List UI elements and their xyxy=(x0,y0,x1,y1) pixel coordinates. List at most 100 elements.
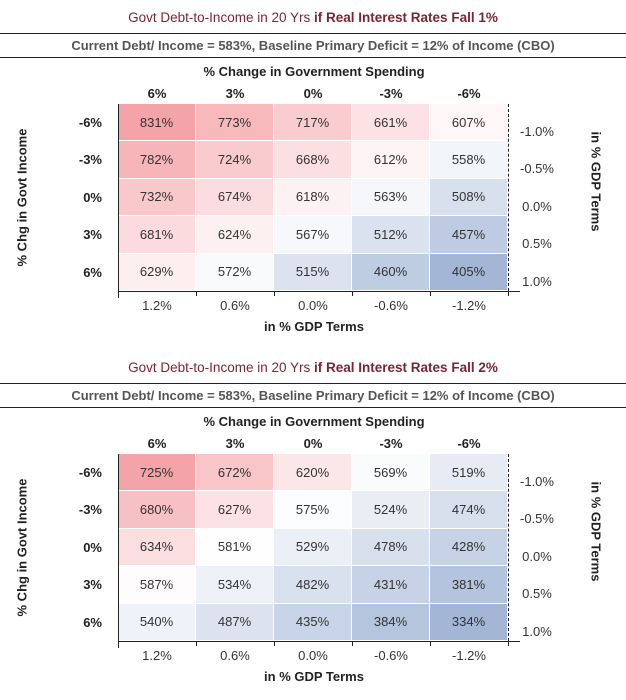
grid-bottom-border xyxy=(118,641,520,642)
bottom-tick-mark xyxy=(274,291,275,296)
cell-value: 482% xyxy=(295,576,330,592)
heatmap-cell: 620% xyxy=(274,454,352,492)
row-label: 6% xyxy=(83,614,102,630)
heatmap-cell: 612% xyxy=(352,141,430,179)
cell-value: 381% xyxy=(451,576,486,592)
top-axis-label: % Change in Government Spending xyxy=(203,64,425,79)
row-label: 3% xyxy=(83,577,102,593)
cell-value: 725% xyxy=(139,464,174,480)
cell-value: 534% xyxy=(217,576,252,592)
right-tick-label: 1.0% xyxy=(522,273,552,289)
right-tick-label: -1.0% xyxy=(520,124,554,139)
heatmap-cell: 668% xyxy=(274,141,352,179)
heatmap-cell: 457% xyxy=(430,216,508,254)
bottom-axis-label: in % GDP Terms xyxy=(264,319,364,334)
heatmap-cell: 724% xyxy=(196,141,274,179)
bottom-tick-label: -0.6% xyxy=(374,298,408,313)
row-label: -6% xyxy=(78,465,102,480)
cell-value: 629% xyxy=(139,264,174,280)
cell-value: 567% xyxy=(295,226,330,242)
heatmap-cell: 405% xyxy=(430,253,508,291)
bottom-tick-label: 1.2% xyxy=(142,298,172,313)
grid-left-border xyxy=(118,454,119,648)
cell-value: 680% xyxy=(139,502,174,518)
column-label: 6% xyxy=(147,86,167,101)
left-axis-label: % Chg in Govt Income xyxy=(14,128,30,266)
column-label: 3% xyxy=(225,86,245,101)
bottom-tick-mark xyxy=(118,641,119,646)
cell-value: 674% xyxy=(217,189,252,205)
heatmap-cell: 334% xyxy=(430,603,508,641)
cell-value: 782% xyxy=(139,152,174,168)
heatmap-cell: 672% xyxy=(196,454,274,492)
column-label: 6% xyxy=(147,436,167,451)
bottom-tick-mark xyxy=(118,291,119,296)
left-axis-label: % Chg in Govt Income xyxy=(14,478,30,616)
heatmap-cell: 519% xyxy=(430,454,508,492)
heatmap-cell: 435% xyxy=(274,603,352,641)
row-label: -6% xyxy=(78,115,102,130)
title-rule xyxy=(0,383,626,384)
cell-value: 672% xyxy=(217,464,252,480)
bottom-tick-label: 0.6% xyxy=(220,648,250,663)
grid-right-border xyxy=(508,104,509,291)
heatmap-cell: 680% xyxy=(118,491,196,529)
heatmap-cell: 627% xyxy=(196,491,274,529)
column-label: -3% xyxy=(379,86,403,101)
heatmap-cell: 474% xyxy=(430,491,508,529)
cell-value: 620% xyxy=(295,464,330,480)
heatmap-cell: 478% xyxy=(352,528,430,567)
heatmap-cell: 460% xyxy=(352,253,430,291)
heatmap-cell: 634% xyxy=(118,528,196,567)
cell-value: 524% xyxy=(373,502,408,518)
right-tick-label: 0.5% xyxy=(522,586,552,602)
cell-value: 384% xyxy=(373,614,408,630)
cell-value: 634% xyxy=(139,539,174,555)
cell-value: 540% xyxy=(139,614,174,630)
chart-title-main: Govt Debt-to-Income in 20 Yrs xyxy=(128,10,311,25)
cell-value: 572% xyxy=(217,264,252,280)
heatmap-cell: 512% xyxy=(352,216,430,254)
bottom-tick-mark xyxy=(508,291,509,296)
chart-subtitle: Current Debt/ Income = 583%, Baseline Pr… xyxy=(71,38,555,53)
column-label: 0% xyxy=(303,436,323,451)
right-tick-label: -0.5% xyxy=(520,511,554,527)
cell-value: 512% xyxy=(373,226,408,242)
grid-bottom-border xyxy=(118,291,520,292)
heatmap-cell: 384% xyxy=(352,603,430,641)
heatmap-cell: 629% xyxy=(118,253,196,291)
chart-title: Govt Debt-to-Income in 20 Yrs if Real In… xyxy=(0,360,626,375)
heatmap-cell: 428% xyxy=(430,528,508,567)
heatmap-cell: 831% xyxy=(118,104,196,142)
row-label: -3% xyxy=(78,502,102,518)
cell-value: 732% xyxy=(139,189,174,205)
chart-title-scenario: if Real Interest Rates Fall 2% xyxy=(314,360,498,375)
right-tick-label: -0.5% xyxy=(520,161,554,177)
column-label: 3% xyxy=(225,436,245,451)
cell-value: 519% xyxy=(451,464,486,480)
cell-value: 508% xyxy=(451,189,486,205)
right-tick-label: 1.0% xyxy=(522,623,552,639)
right-tick-label: 0.0% xyxy=(522,548,552,564)
heatmap-cell: 540% xyxy=(118,603,196,641)
bottom-tick-label: 1.2% xyxy=(142,648,172,663)
cell-value: 607% xyxy=(451,114,486,130)
column-label: -3% xyxy=(379,436,403,451)
heatmap-cell: 581% xyxy=(196,528,274,567)
heatmap-cell: 725% xyxy=(118,454,196,492)
heatmap-panel-1: Govt Debt-to-Income in 20 Yrs if Real In… xyxy=(0,10,626,334)
heatmap-cell: 563% xyxy=(352,178,430,217)
cell-value: 661% xyxy=(373,114,408,130)
bottom-tick-mark xyxy=(508,641,509,646)
cell-value: 618% xyxy=(295,189,330,205)
bottom-axis-label: in % GDP Terms xyxy=(264,669,364,684)
cell-value: 831% xyxy=(139,114,174,130)
cell-value: 624% xyxy=(217,226,252,242)
heatmap-cell: 567% xyxy=(274,216,352,254)
cell-value: 428% xyxy=(451,539,486,555)
cell-value: 627% xyxy=(217,502,252,518)
heatmap-cell: 618% xyxy=(274,178,352,217)
heatmap-cell: 782% xyxy=(118,141,196,179)
heatmap-cell: 529% xyxy=(274,528,352,567)
bottom-tick-label: -1.2% xyxy=(452,298,486,313)
